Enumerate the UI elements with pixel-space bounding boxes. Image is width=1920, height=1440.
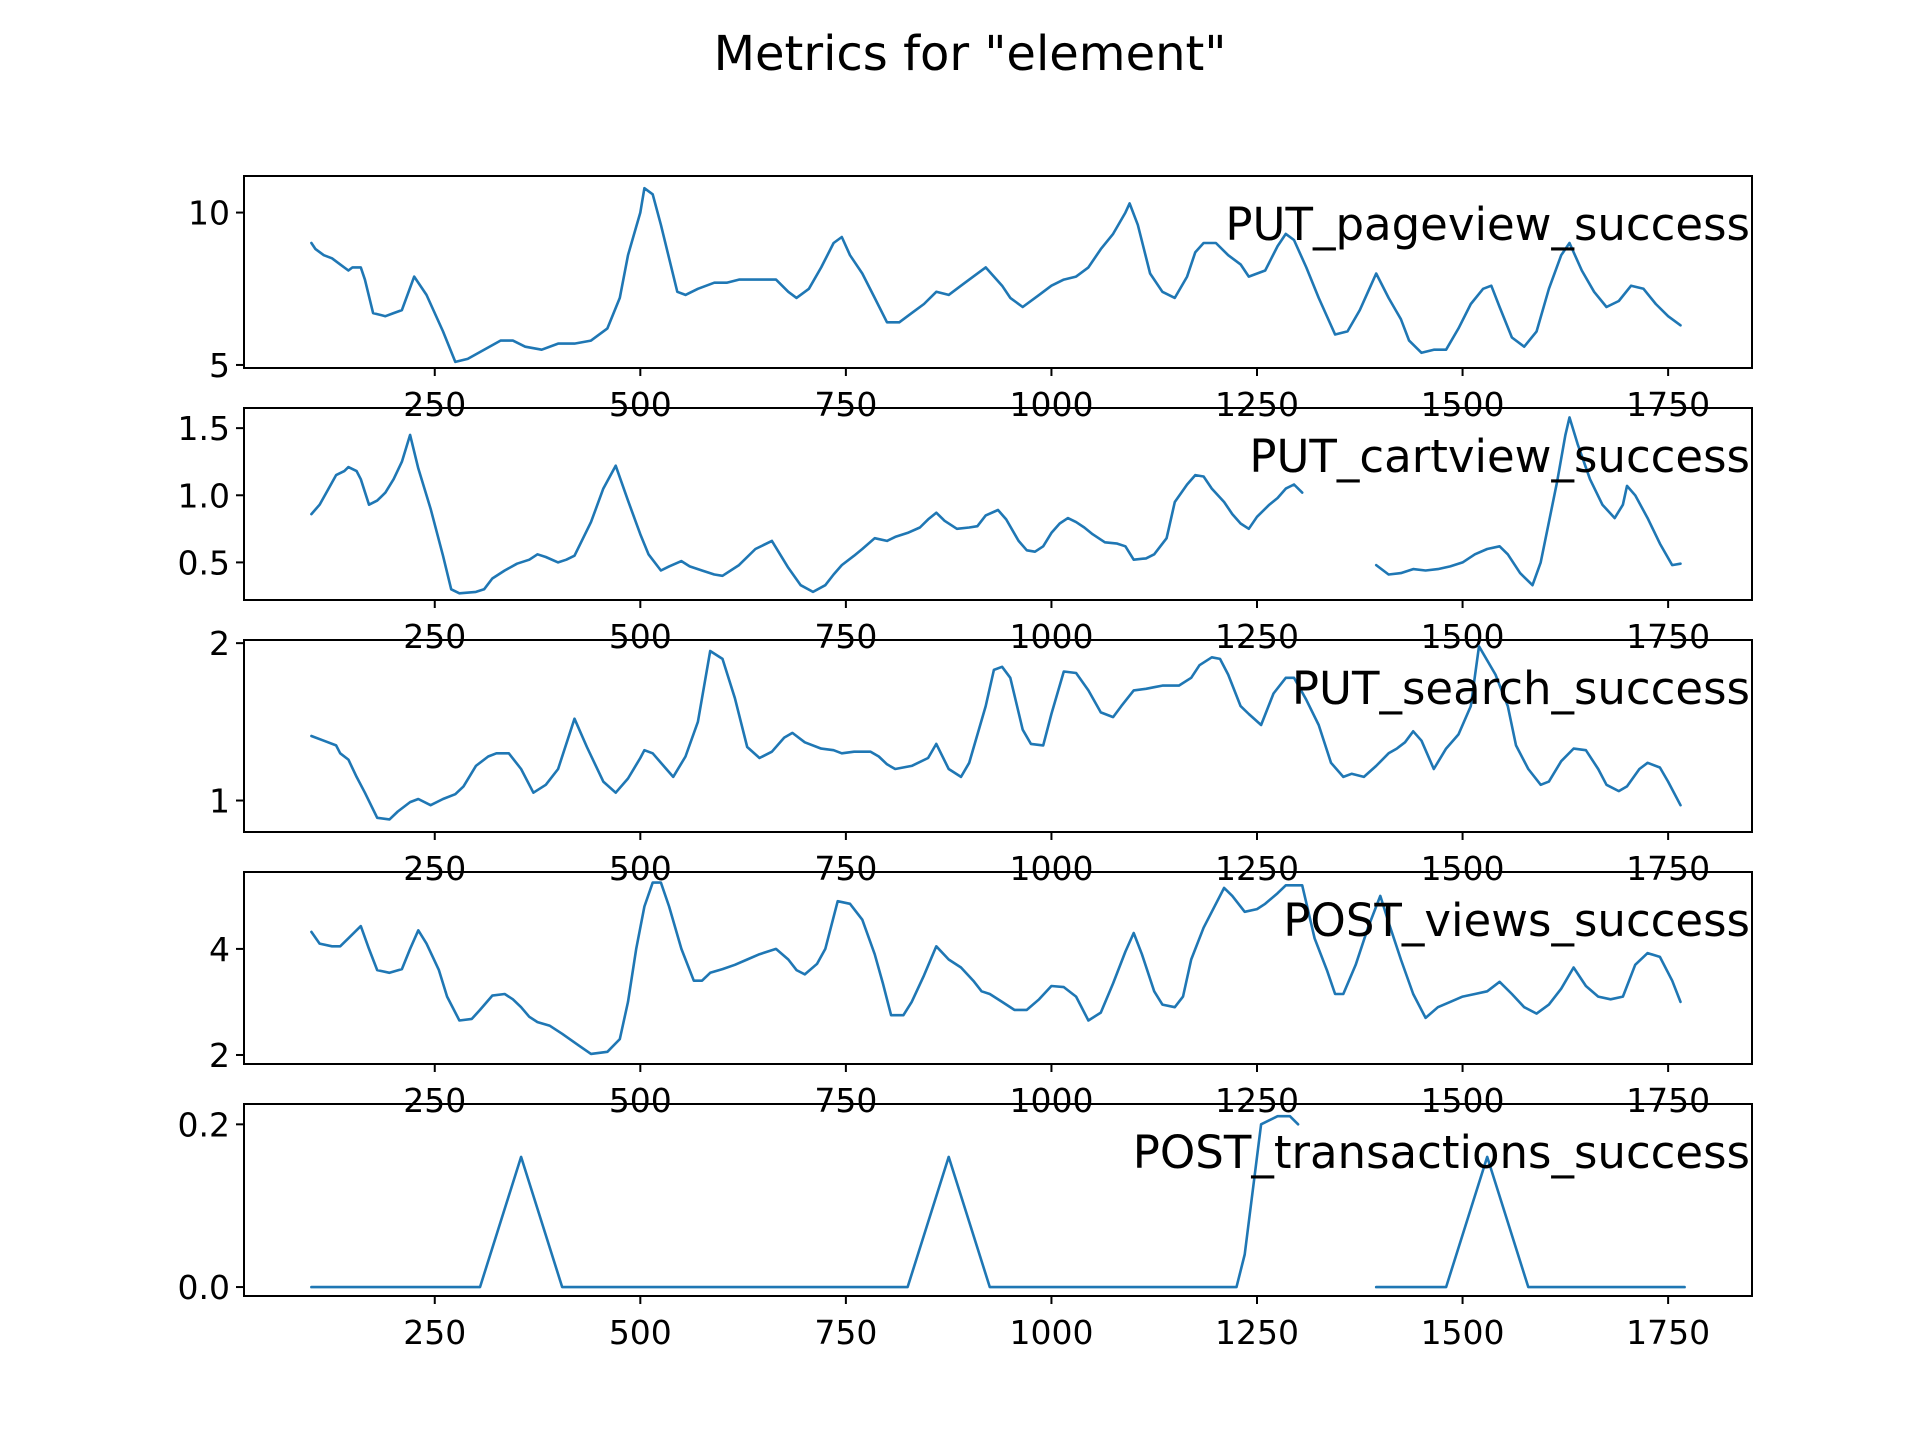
series-label: PUT_search_success bbox=[1292, 662, 1750, 715]
figure-title: Metrics for "element" bbox=[714, 26, 1227, 82]
y-tick-label: 2 bbox=[209, 1036, 230, 1075]
y-tick-label: 1.5 bbox=[178, 409, 230, 448]
x-tick-label: 500 bbox=[609, 1313, 672, 1352]
x-tick-label: 1000 bbox=[1009, 617, 1093, 656]
series-line-2-2 bbox=[1374, 416, 1682, 587]
x-tick-label: 1750 bbox=[1626, 385, 1710, 424]
y-tick-label: 0.5 bbox=[178, 543, 230, 582]
series-line-4-1 bbox=[310, 881, 1682, 1056]
axes-frame bbox=[243, 407, 1753, 601]
series-label: POST_views_success bbox=[1283, 894, 1750, 947]
x-tick-label: 1000 bbox=[1009, 1081, 1093, 1120]
x-tick-label: 250 bbox=[403, 385, 466, 424]
series-label: POST_transactions_success bbox=[1133, 1126, 1750, 1179]
x-tick-label: 750 bbox=[814, 617, 877, 656]
x-tick-label: 750 bbox=[814, 1081, 877, 1120]
series-line-2-1 bbox=[310, 433, 1304, 595]
x-tick-label: 1250 bbox=[1215, 1313, 1299, 1352]
x-tick-label: 750 bbox=[814, 1313, 877, 1352]
x-tick-label: 250 bbox=[403, 849, 466, 888]
x-tick-label: 1500 bbox=[1421, 385, 1505, 424]
y-tick-label: 10 bbox=[188, 194, 230, 233]
y-tick-label: 5 bbox=[209, 346, 230, 385]
series-label: PUT_cartview_success bbox=[1249, 430, 1750, 483]
y-tick-label: 0.0 bbox=[178, 1268, 230, 1307]
x-tick-label: 500 bbox=[609, 849, 672, 888]
subplot-3: 1 2 250 500 750 1000 1250 1500 1750 PUT_search_su… bbox=[209, 624, 1753, 888]
y-tick-label: 0.2 bbox=[178, 1105, 230, 1144]
x-tick-label: 1750 bbox=[1626, 1313, 1710, 1352]
x-tick-label: 750 bbox=[814, 385, 877, 424]
x-tick-label: 1500 bbox=[1421, 617, 1505, 656]
axes-frame bbox=[243, 871, 1753, 1065]
subplot-4: 2 4 250 500 750 1000 1250 1500 1750 POST_views_su… bbox=[209, 871, 1753, 1120]
x-tick-label: 500 bbox=[609, 385, 672, 424]
axes-frame bbox=[243, 639, 1753, 833]
y-tick-label: 4 bbox=[209, 930, 230, 969]
x-tick-label: 1000 bbox=[1009, 1313, 1093, 1352]
x-tick-label: 1250 bbox=[1215, 385, 1299, 424]
x-tick-label: 1500 bbox=[1421, 1081, 1505, 1120]
y-tick-label: 2 bbox=[209, 624, 230, 663]
x-tick-label: 1250 bbox=[1215, 849, 1299, 888]
x-tick-label: 1750 bbox=[1626, 849, 1710, 888]
x-tick-label: 250 bbox=[403, 1313, 466, 1352]
series-line-3-1 bbox=[310, 645, 1682, 821]
x-tick-label: 1750 bbox=[1626, 617, 1710, 656]
x-tick-label: 1500 bbox=[1421, 849, 1505, 888]
x-tick-label: 1250 bbox=[1215, 617, 1299, 656]
x-tick-label: 1250 bbox=[1215, 1081, 1299, 1120]
series-line-1-1 bbox=[310, 186, 1682, 364]
x-tick-label: 500 bbox=[609, 617, 672, 656]
subplot-1: 5 10 250 500 750 1000 1250 1500 1750 PUT_pageview… bbox=[188, 175, 1753, 424]
x-tick-label: 1750 bbox=[1626, 1081, 1710, 1120]
x-tick-label: 250 bbox=[403, 617, 466, 656]
x-tick-label: 1500 bbox=[1421, 1313, 1505, 1352]
x-tick-label: 1000 bbox=[1009, 849, 1093, 888]
x-tick-label: 1000 bbox=[1009, 385, 1093, 424]
y-tick-label: 1 bbox=[209, 782, 230, 821]
x-tick-label: 250 bbox=[403, 1081, 466, 1120]
y-tick-label: 1.0 bbox=[178, 476, 230, 515]
x-tick-label: 500 bbox=[609, 1081, 672, 1120]
series-line-5-2 bbox=[1374, 1155, 1686, 1289]
series-line-5-1 bbox=[310, 1114, 1300, 1289]
series-label: PUT_pageview_success bbox=[1225, 198, 1750, 251]
subplot-5: 0.0 0.2 250 500 750 1000 1250 1500 1750 POST_tran… bbox=[178, 1103, 1753, 1352]
subplot-2: 0.5 1.0 1.5 250 500 750 1000 1250 1500 1750 PUT_ca… bbox=[178, 407, 1753, 656]
axes-frame bbox=[243, 175, 1753, 369]
axes-frame bbox=[243, 1103, 1753, 1297]
x-tick-label: 750 bbox=[814, 849, 877, 888]
